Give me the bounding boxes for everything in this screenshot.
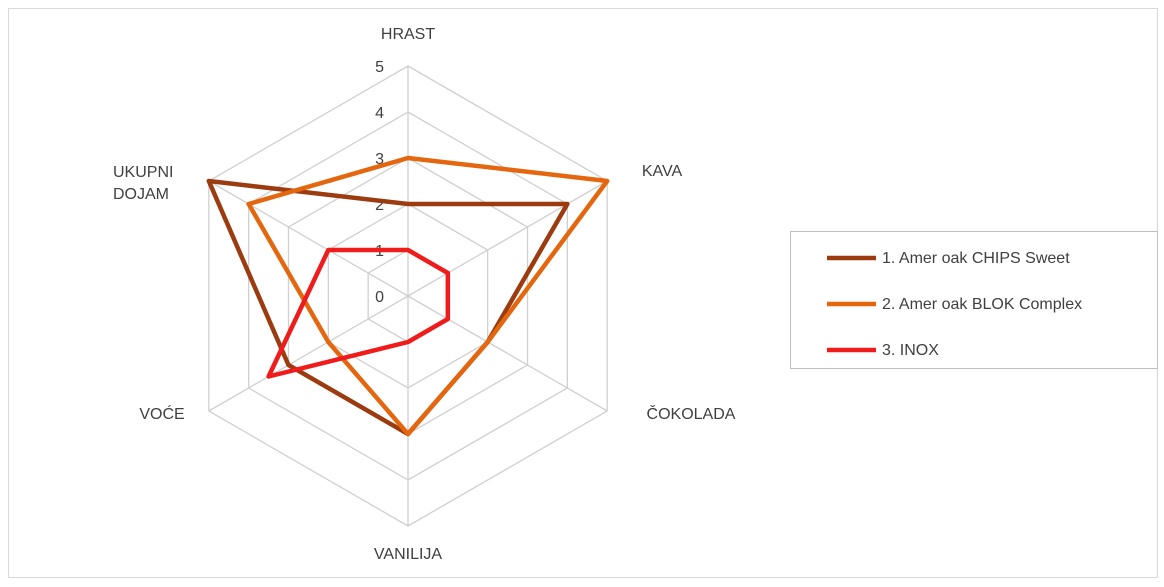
series-line [246,155,610,437]
category-label: UKUPNI DOJAM [113,164,174,203]
category-label: HRAST [380,26,436,43]
spoke [407,295,608,412]
spoke [208,295,409,412]
r-tick-label: 0 [375,289,384,306]
legend-label: 3. INOX [882,342,939,359]
series-line [266,247,451,379]
legend-box [790,231,1158,369]
legend-label: 2. Amer oak BLOK Complex [882,296,1082,313]
legend-label: 1. Amer oak CHIPS Sweet [882,250,1070,267]
r-tick-label: 5 [375,59,384,76]
category-label: KAVA [641,163,683,180]
category-label: VOĆE [139,406,185,423]
category-label: VANILIJA [373,546,443,563]
r-tick-label: 4 [375,105,384,122]
spoke [407,180,608,297]
r-tick-label: 3 [375,151,384,168]
spoke [208,180,409,297]
r-tick-label: 2 [375,197,384,214]
category-label: ČOKOLADA [646,406,736,423]
